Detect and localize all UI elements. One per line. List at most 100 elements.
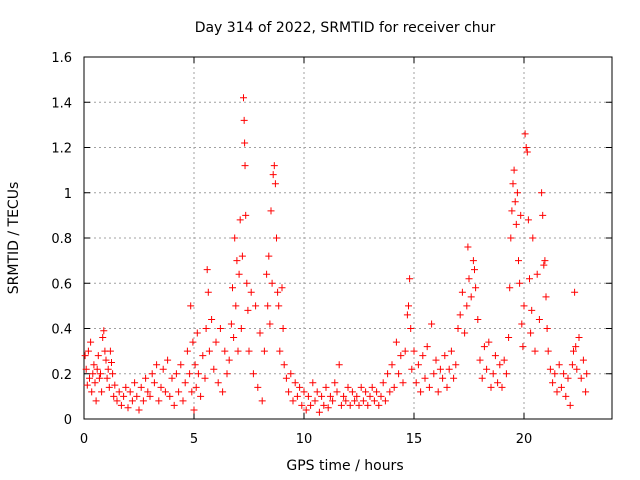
data-point [508, 207, 516, 215]
data-point [291, 379, 299, 387]
data-point [452, 361, 460, 369]
data-point [472, 284, 480, 292]
data-point [405, 302, 412, 310]
y-tick-label: 0.4 [51, 323, 72, 338]
data-point [126, 388, 134, 396]
data-point [309, 379, 317, 387]
data-point [233, 257, 241, 265]
data-point [219, 388, 227, 396]
data-point [296, 383, 304, 391]
data-point [289, 397, 297, 405]
data-point [401, 347, 409, 355]
data-point [469, 257, 477, 265]
x-tick-label: 0 [80, 432, 88, 447]
data-point [302, 406, 310, 414]
data-point [572, 343, 580, 351]
data-point [244, 306, 252, 314]
data-point [502, 370, 510, 378]
data-point [381, 397, 389, 405]
data-point [485, 338, 493, 346]
data-point [300, 388, 308, 396]
data-point [454, 325, 462, 332]
data-point [395, 370, 403, 378]
data-point [335, 361, 343, 369]
data-point [82, 365, 90, 373]
data-point [135, 406, 143, 414]
data-point [260, 347, 268, 355]
data-point [333, 388, 341, 396]
data-point [93, 365, 101, 373]
data-point [364, 401, 372, 409]
data-point [202, 325, 210, 332]
data-point [223, 370, 231, 378]
data-point [331, 379, 339, 387]
data-point [95, 374, 103, 382]
data-point [346, 401, 354, 409]
y-tick-label: 0 [64, 413, 72, 428]
data-point [212, 338, 220, 346]
data-point [274, 288, 282, 296]
data-point [83, 381, 91, 389]
data-point [265, 252, 273, 260]
data-point [276, 347, 284, 355]
data-point [500, 356, 508, 364]
data-point [199, 352, 207, 360]
data-point [293, 392, 301, 400]
data-point [410, 347, 418, 355]
data-point [573, 365, 581, 373]
data-point [366, 392, 374, 400]
data-point [97, 370, 104, 378]
data-point [267, 207, 275, 215]
data-point [560, 370, 568, 378]
data-point [397, 352, 405, 360]
chart-title: Day 314 of 2022, SRMTID for receiver chu… [195, 20, 496, 36]
data-point [282, 374, 290, 382]
data-point [90, 361, 98, 369]
data-point [205, 347, 213, 355]
data-point [275, 302, 283, 310]
data-point [86, 374, 93, 382]
y-tick-label: 0.8 [51, 232, 72, 247]
data-point [533, 270, 541, 278]
data-point [571, 288, 579, 296]
data-point [120, 392, 128, 400]
data-point [458, 288, 466, 296]
data-point [139, 397, 147, 405]
data-point [390, 383, 398, 391]
data-point [373, 388, 381, 396]
data-point [474, 315, 482, 323]
data-point [245, 347, 253, 355]
data-point [109, 370, 117, 378]
data-point [549, 379, 557, 387]
data-point [443, 383, 451, 391]
data-point [201, 374, 209, 382]
data-point [190, 406, 198, 414]
data-point [232, 302, 240, 310]
data-point [344, 383, 352, 391]
y-tick-label: 1.4 [51, 96, 72, 111]
data-point [240, 94, 247, 102]
data-point [270, 162, 278, 170]
data-point [523, 148, 531, 156]
data-point [193, 329, 201, 337]
data-point [506, 284, 514, 292]
data-point [487, 383, 495, 391]
data-point [555, 361, 563, 369]
data-point [166, 392, 174, 400]
data-point [505, 334, 513, 342]
data-point [359, 397, 367, 405]
data-point [515, 257, 522, 265]
data-point [326, 392, 334, 400]
data-point [225, 356, 233, 364]
data-point [575, 334, 583, 342]
data-point [546, 365, 554, 373]
data-point [498, 383, 506, 391]
data-point [311, 397, 319, 405]
data-point [577, 374, 585, 382]
data-point [106, 347, 114, 355]
data-point [298, 401, 306, 409]
y-tick-label: 1 [64, 187, 72, 202]
data-point [238, 252, 246, 260]
data-point [227, 320, 235, 328]
data-point [87, 338, 95, 346]
